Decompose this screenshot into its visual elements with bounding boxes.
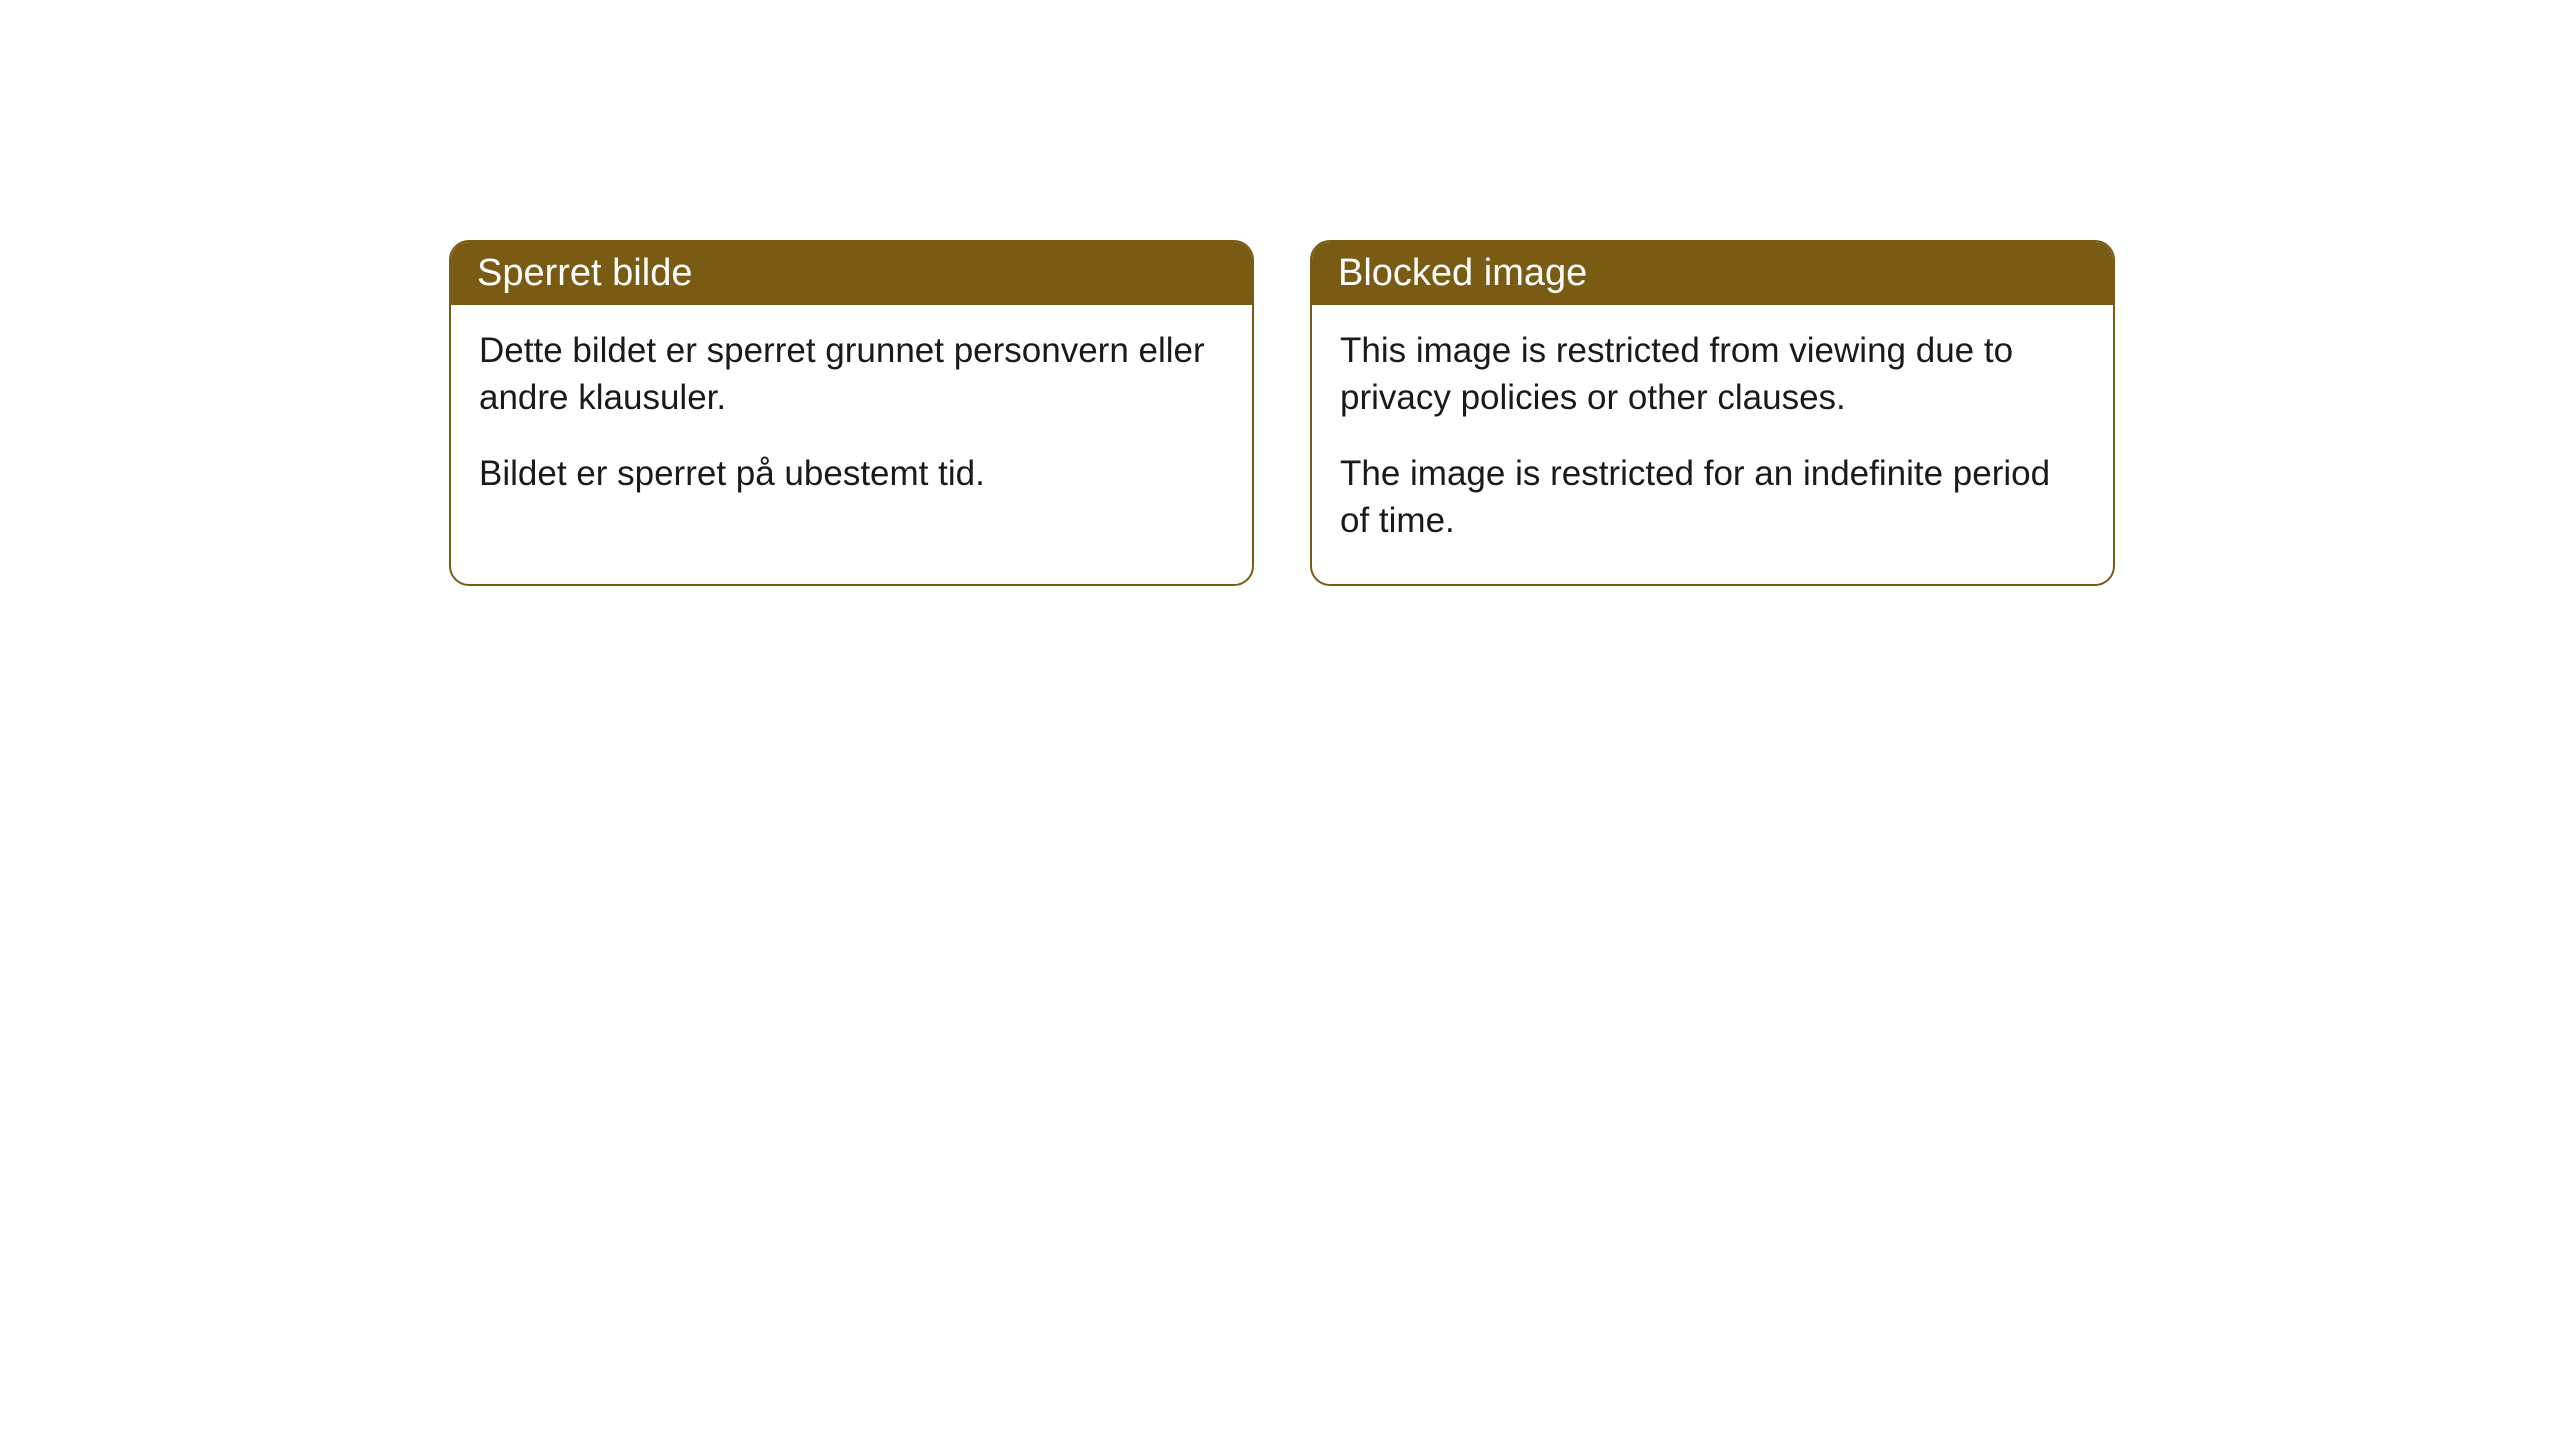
card-title: Blocked image — [1338, 252, 1587, 294]
card-paragraph: The image is restricted for an indefinit… — [1340, 450, 2085, 545]
notice-cards-container: Sperret bilde Dette bildet er sperret gr… — [449, 240, 2115, 586]
card-paragraph: This image is restricted from viewing du… — [1340, 327, 2085, 422]
card-body: Dette bildet er sperret grunnet personve… — [451, 305, 1252, 537]
card-paragraph: Bildet er sperret på ubestemt tid. — [479, 450, 1224, 497]
notice-card-norwegian: Sperret bilde Dette bildet er sperret gr… — [449, 240, 1254, 586]
card-header: Blocked image — [1312, 242, 2113, 305]
card-paragraph: Dette bildet er sperret grunnet personve… — [479, 327, 1224, 422]
notice-card-english: Blocked image This image is restricted f… — [1310, 240, 2115, 586]
card-title: Sperret bilde — [477, 252, 692, 294]
card-header: Sperret bilde — [451, 242, 1252, 305]
card-body: This image is restricted from viewing du… — [1312, 305, 2113, 584]
